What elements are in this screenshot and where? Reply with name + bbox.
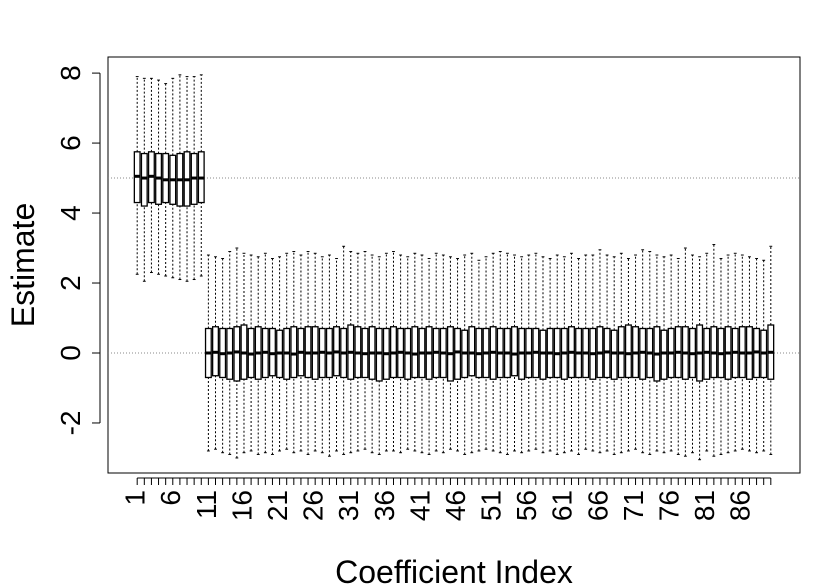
box	[375, 327, 383, 382]
x-tick-label: 1	[120, 490, 151, 506]
box	[140, 152, 148, 207]
x-tick-label: 36	[369, 490, 400, 521]
x-tick-label: 6	[155, 490, 186, 506]
box	[162, 152, 170, 204]
box	[468, 326, 476, 377]
x-tick-label: 71	[618, 490, 649, 521]
x-tick-label: 56	[511, 490, 542, 521]
y-tick-label: -2	[55, 411, 86, 436]
box	[639, 327, 647, 380]
x-axis-title: Coefficient Index	[335, 554, 573, 588]
y-tick-label: 4	[55, 205, 86, 221]
x-tick-label: 26	[298, 490, 329, 521]
x-tick-label: 81	[689, 490, 720, 521]
box	[268, 327, 276, 377]
x-tick-label: 51	[476, 490, 507, 521]
y-tick-label: 0	[55, 345, 86, 361]
x-tick-label: 21	[262, 490, 293, 521]
y-tick-label: 2	[55, 275, 86, 291]
box	[624, 324, 632, 379]
x-tick-label: 31	[333, 490, 364, 521]
box	[703, 327, 711, 380]
x-tick-label: 11	[191, 490, 222, 519]
box	[660, 329, 668, 380]
y-axis-title: Estimate	[5, 203, 41, 327]
x-tick-label: 86	[725, 490, 756, 521]
x-tick-label: 61	[547, 490, 578, 521]
x-tick-label: 76	[654, 490, 685, 521]
box	[411, 326, 419, 379]
y-tick-label: 6	[55, 135, 86, 151]
box	[610, 329, 618, 380]
x-tick-label: 41	[404, 490, 435, 521]
x-tick-label: 16	[226, 490, 257, 521]
plot-frame	[107, 56, 801, 474]
box	[539, 329, 547, 380]
box	[511, 326, 519, 377]
y-tick-label: 8	[55, 65, 86, 81]
box	[290, 326, 298, 379]
x-tick-label: 46	[440, 490, 471, 521]
x-tick-label: 66	[582, 490, 613, 521]
box	[233, 326, 241, 382]
box	[454, 327, 462, 380]
